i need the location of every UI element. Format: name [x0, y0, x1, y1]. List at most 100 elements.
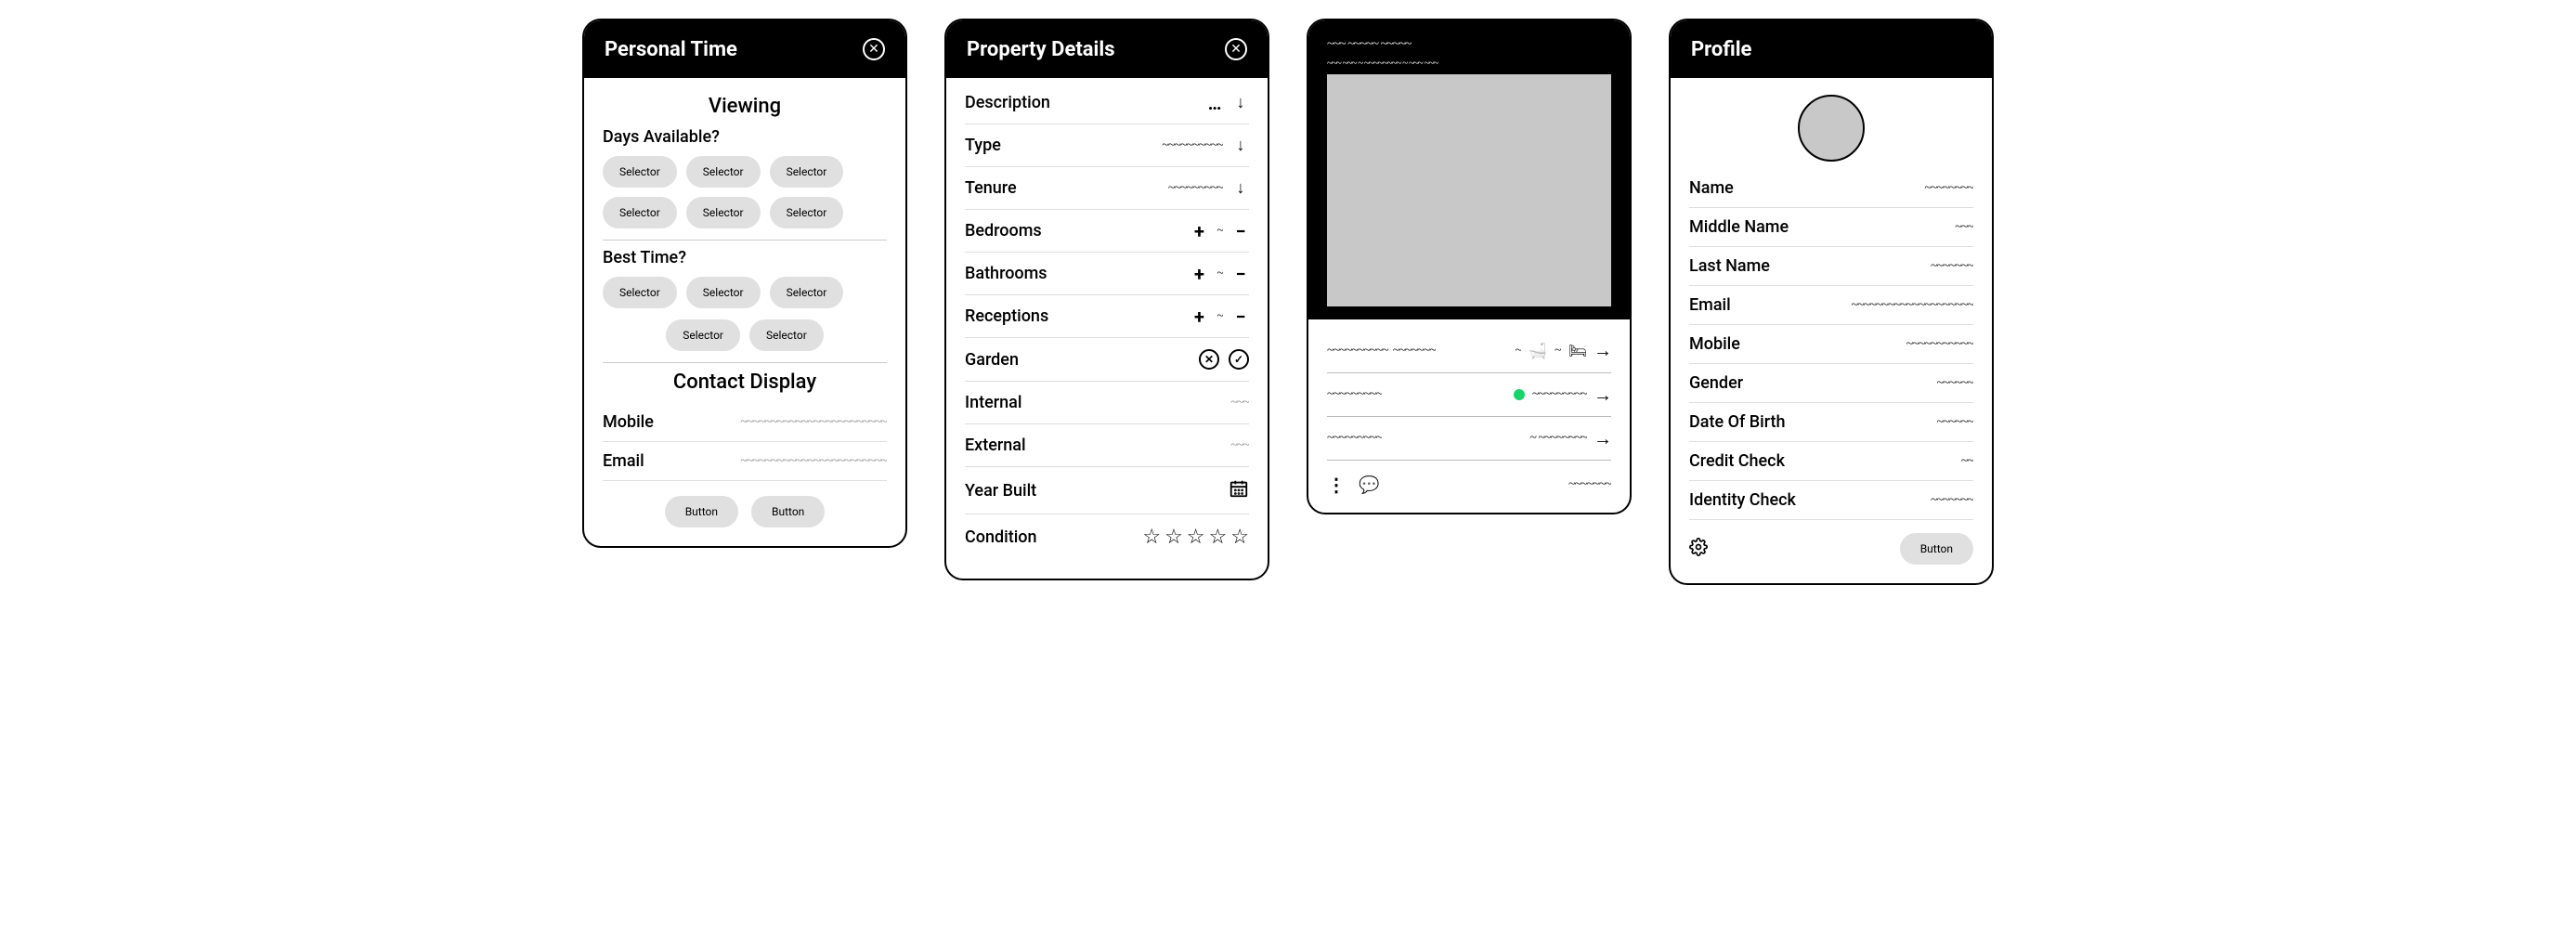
- count-value: ~: [1555, 344, 1561, 358]
- description-row[interactable]: Description: [965, 82, 1249, 124]
- email-value: ~~~~~~~~~~~~~~~~~~~~: [1852, 298, 1973, 313]
- yes-icon[interactable]: [1229, 349, 1249, 370]
- star-rating[interactable]: [1142, 526, 1249, 549]
- external-label: External: [965, 436, 1026, 455]
- selector-chip[interactable]: Selector: [770, 156, 844, 188]
- star-icon[interactable]: [1187, 526, 1205, 549]
- bath-icon: [1529, 342, 1547, 359]
- internal-label: Internal: [965, 393, 1021, 412]
- chevron-down-icon[interactable]: [1232, 95, 1249, 111]
- no-icon[interactable]: [1199, 349, 1219, 370]
- plus-icon[interactable]: [1190, 266, 1207, 282]
- star-icon[interactable]: [1209, 526, 1228, 549]
- last-name-row[interactable]: Last Name ~~~~~~~: [1689, 247, 1973, 286]
- minus-icon[interactable]: [1232, 308, 1249, 325]
- selector-chip[interactable]: Selector: [686, 156, 761, 188]
- external-row[interactable]: External ~~~: [965, 424, 1249, 467]
- listing-row-status[interactable]: ~~~~~~~~~ ~~~~~~~~~: [1327, 373, 1611, 417]
- mobile-value[interactable]: ~~~~~~~~~~~~~~~~~~~~~~~~: [663, 415, 887, 430]
- star-icon[interactable]: [1142, 526, 1161, 549]
- star-icon[interactable]: [1164, 526, 1183, 549]
- selector-chip[interactable]: Selector: [686, 197, 761, 228]
- arrow-right-icon[interactable]: [1594, 343, 1611, 359]
- email-label: Email: [1689, 295, 1731, 315]
- mobile-label: Mobile: [1689, 334, 1740, 354]
- amenity-icons: ~ ~: [1443, 342, 1611, 359]
- minus-icon[interactable]: [1232, 223, 1249, 240]
- type-row[interactable]: Type ~~~~~~~~~~: [965, 124, 1249, 167]
- bed-icon: [1568, 342, 1587, 359]
- dob-row[interactable]: Date Of Birth ~~~~~~: [1689, 403, 1973, 442]
- listing-row-amenities[interactable]: ~~~~~~~~~~ ~~~~~~~ ~ ~: [1327, 329, 1611, 373]
- internal-row[interactable]: Internal ~~~: [965, 382, 1249, 424]
- receptions-label: Receptions: [965, 306, 1048, 326]
- dob-label: Date Of Birth: [1689, 412, 1786, 432]
- plus-icon[interactable]: [1190, 308, 1207, 325]
- internal-value: ~~~: [1230, 396, 1249, 410]
- chat-icon[interactable]: [1359, 475, 1379, 495]
- selector-chip[interactable]: Selector: [749, 319, 824, 351]
- mobile-row[interactable]: Mobile ~~~~~~~~~~~: [1689, 325, 1973, 364]
- listing-header: ~~~ ~~~~~ ~~~~~ ~~~ ~~~ ~ ~~~~~~~~ ~ ~~~…: [1308, 20, 1630, 319]
- last-name-value: ~~~~~~~: [1931, 259, 1973, 274]
- chevron-down-icon[interactable]: [1232, 137, 1249, 154]
- plus-icon[interactable]: [1190, 223, 1207, 240]
- listing-value: ~~~~~~~~~: [1327, 387, 1382, 402]
- email-value[interactable]: ~~~~~~~~~~~~~~~~~~~~~~~~: [654, 454, 887, 469]
- page-title: Personal Time: [605, 38, 737, 61]
- viewing-heading: Viewing: [603, 95, 887, 118]
- close-icon[interactable]: ✕: [863, 38, 885, 60]
- year-built-row[interactable]: Year Built: [965, 467, 1249, 514]
- avatar[interactable]: [1798, 95, 1865, 162]
- divider: [603, 362, 887, 363]
- condition-label: Condition: [965, 527, 1037, 547]
- arrow-right-icon[interactable]: [1594, 430, 1611, 447]
- credit-check-row[interactable]: Credit Check ~~: [1689, 442, 1973, 481]
- tenure-row[interactable]: Tenure ~~~~~~~~~: [965, 167, 1249, 210]
- email-label: Email: [603, 451, 644, 471]
- selector-chip[interactable]: Selector: [686, 277, 761, 308]
- selector-chip[interactable]: Selector: [603, 156, 677, 188]
- chevron-down-icon[interactable]: [1232, 180, 1249, 197]
- property-details-screen: Property Details ✕ Description Type ~~~~…: [944, 19, 1269, 580]
- image-placeholder[interactable]: [1327, 74, 1611, 306]
- days-available-label: Days Available?: [603, 127, 887, 147]
- identity-check-value: ~~~~~~~: [1931, 493, 1973, 508]
- gear-icon[interactable]: [1689, 538, 1708, 560]
- condition-row: Condition: [965, 514, 1249, 560]
- selector-chip[interactable]: Selector: [770, 197, 844, 228]
- name-row[interactable]: Name ~~~~~~~~: [1689, 169, 1973, 208]
- email-row[interactable]: Email ~~~~~~~~~~~~~~~~~~~~: [1689, 286, 1973, 325]
- identity-check-row[interactable]: Identity Check ~~~~~~~: [1689, 481, 1973, 520]
- divider: [603, 240, 887, 241]
- action-button[interactable]: Button: [751, 496, 825, 527]
- description-controls: [1206, 95, 1249, 111]
- ellipsis-icon[interactable]: [1206, 95, 1223, 111]
- listing-screen: ~~~ ~~~~~ ~~~~~ ~~~ ~~~ ~ ~~~~~~~~ ~ ~~~…: [1307, 19, 1632, 514]
- gender-value: ~~~~~~: [1937, 376, 1973, 391]
- bottom-bar: ~~~~~~~: [1327, 461, 1611, 496]
- selector-chip[interactable]: Selector: [603, 277, 677, 308]
- arrow-right-icon[interactable]: [1594, 386, 1611, 403]
- close-icon[interactable]: ✕: [1225, 38, 1247, 60]
- profile-screen: Profile Name ~~~~~~~~ Middle Name ~~~ La…: [1669, 19, 1994, 585]
- button-row: Button Button: [603, 496, 887, 527]
- star-icon[interactable]: [1230, 526, 1249, 549]
- action-button[interactable]: Button: [1900, 533, 1973, 565]
- listing-title: ~~~ ~~~~~ ~~~~~: [1327, 37, 1611, 52]
- toggle: [1199, 349, 1249, 370]
- more-icon[interactable]: [1327, 474, 1346, 496]
- selector-chip[interactable]: Selector: [666, 319, 740, 351]
- bedrooms-row: Bedrooms ~: [965, 210, 1249, 253]
- listing-row-item[interactable]: ~~~~~~~~~ ~ ~~~~~~~~: [1327, 417, 1611, 461]
- gender-row[interactable]: Gender ~~~~~~: [1689, 364, 1973, 403]
- left-icons: [1327, 474, 1379, 496]
- type-controls: ~~~~~~~~~~: [1162, 137, 1249, 154]
- minus-icon[interactable]: [1232, 266, 1249, 282]
- garden-row: Garden: [965, 338, 1249, 382]
- action-button[interactable]: Button: [665, 496, 738, 527]
- selector-chip[interactable]: Selector: [603, 197, 677, 228]
- selector-chip[interactable]: Selector: [770, 277, 844, 308]
- calendar-icon[interactable]: [1229, 478, 1249, 502]
- middle-name-row[interactable]: Middle Name ~~~: [1689, 208, 1973, 247]
